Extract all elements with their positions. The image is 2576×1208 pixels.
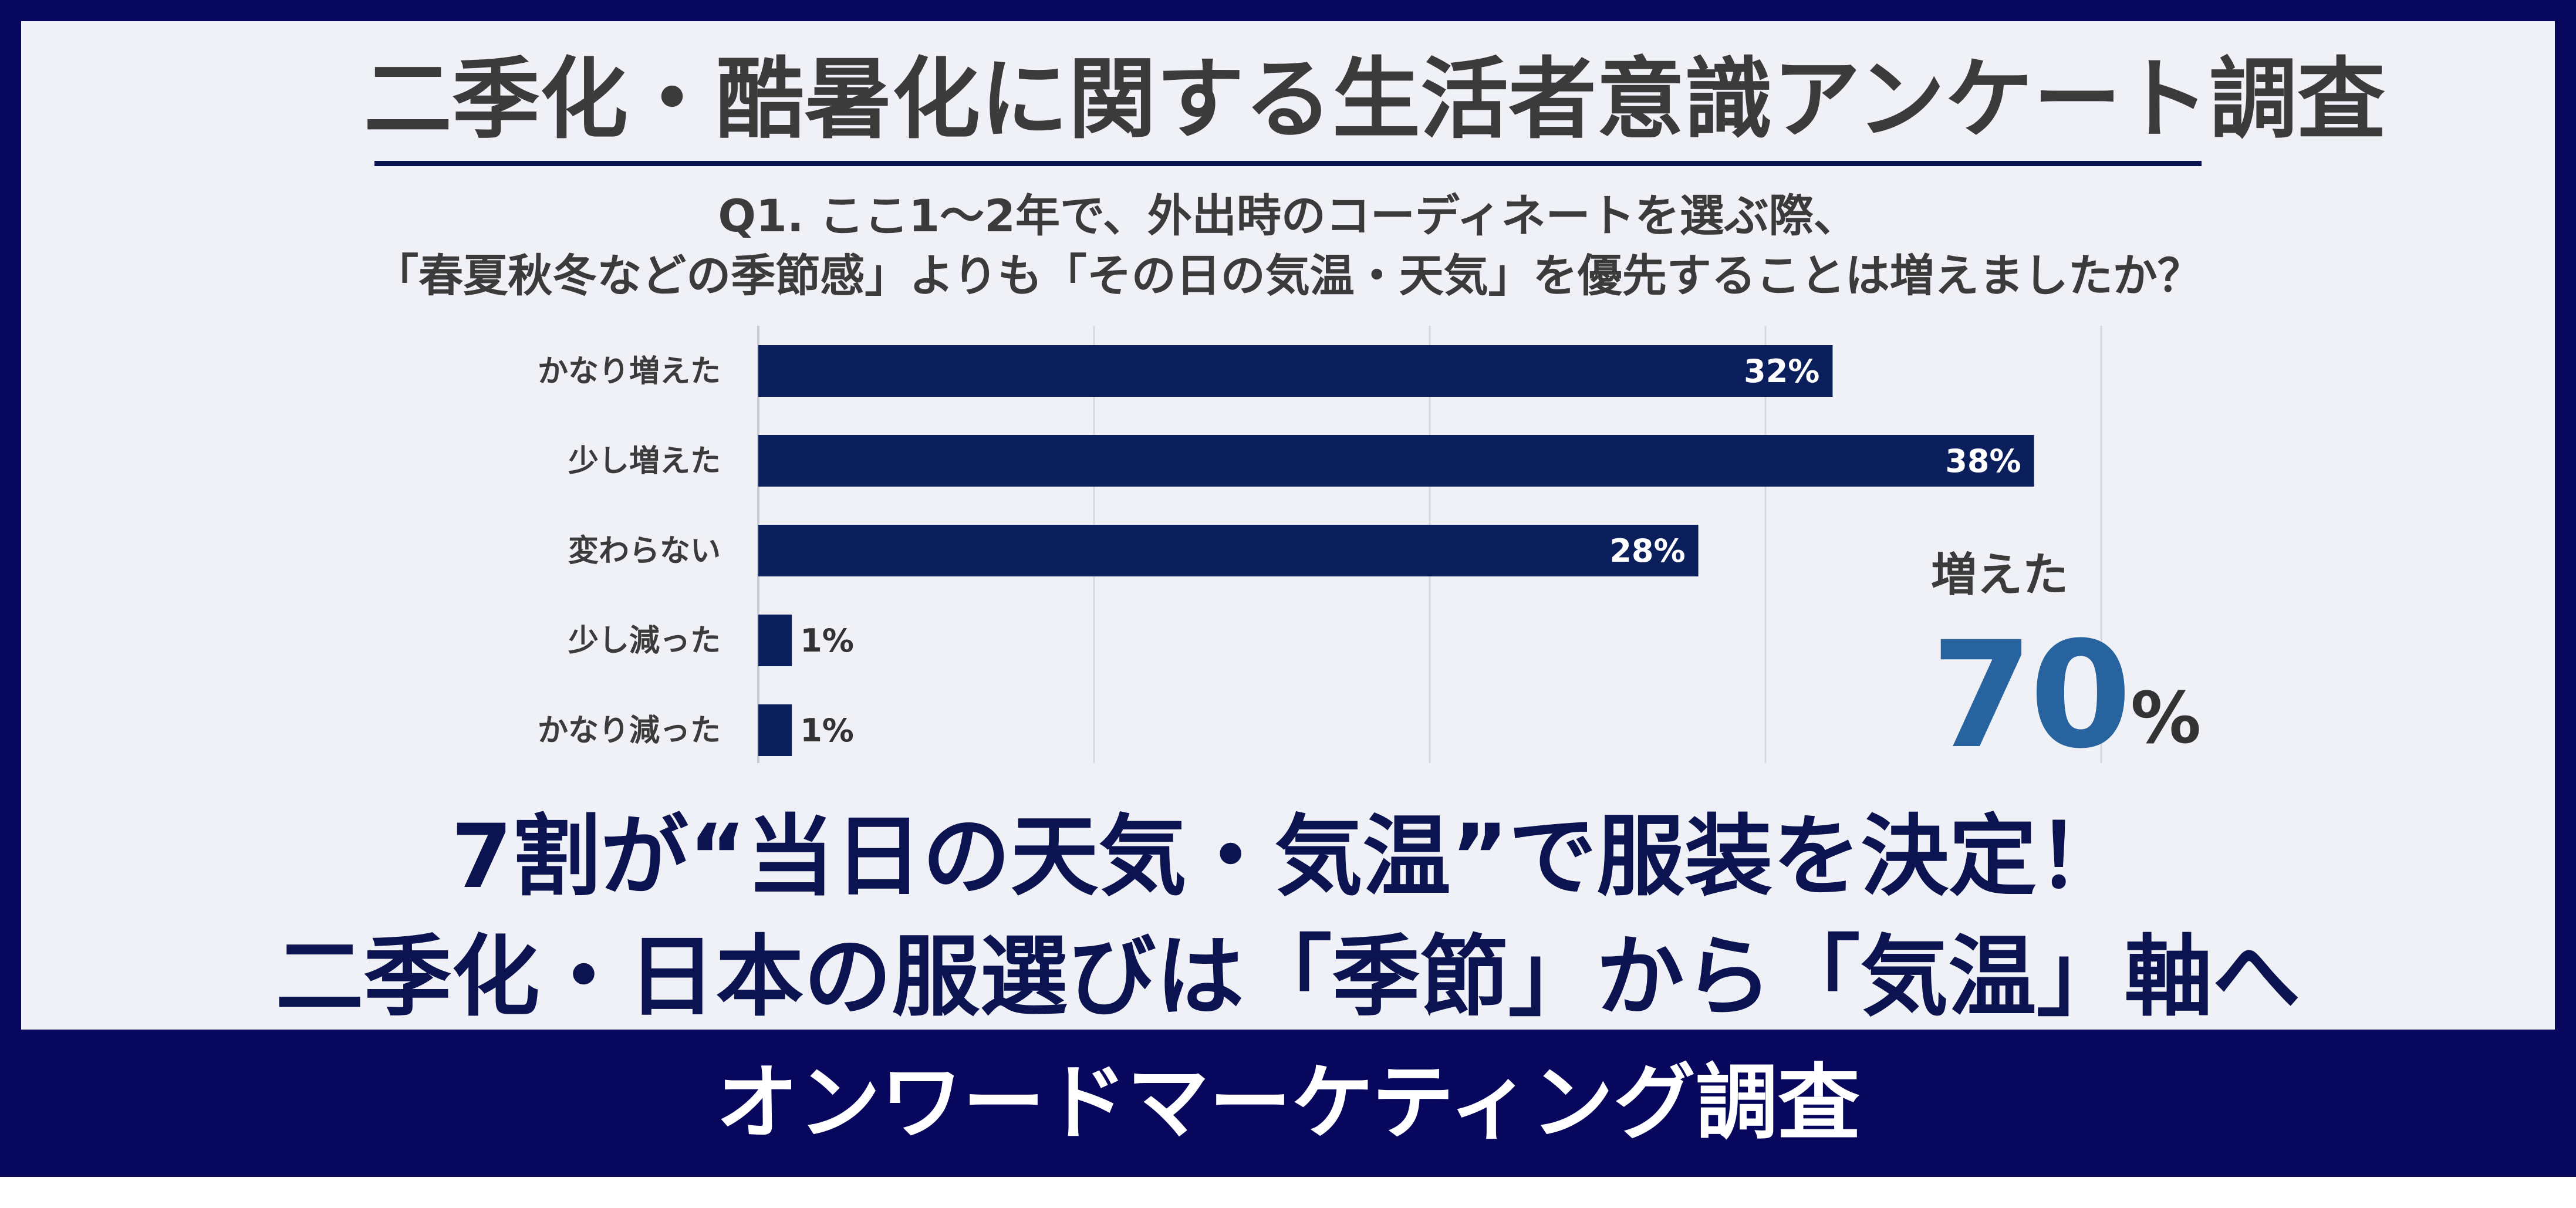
- data-label: 1%: [800, 712, 854, 749]
- headline-line-2: 二季化・日本の服選びは「季節」から「気温」軸へ: [275, 926, 2301, 1028]
- footer-title: オンワードマーケティング調査: [716, 1055, 1860, 1151]
- increase-unit: %: [2131, 678, 2202, 760]
- bar: [758, 615, 792, 666]
- category-label: かなり増えた: [538, 354, 721, 389]
- data-label: 1%: [800, 622, 854, 659]
- data-label: 38%: [1945, 443, 2021, 480]
- bar: [758, 704, 792, 756]
- page-title: 二季化・酷暑化に関する生活者意識アンケート調査: [364, 49, 2386, 151]
- bar: [758, 435, 2034, 487]
- bar: [758, 525, 1699, 576]
- data-label: 32%: [1744, 353, 1819, 390]
- category-label: かなり減った: [538, 713, 721, 748]
- increase-label: 増えた: [1931, 549, 2069, 602]
- data-label: 28%: [1609, 532, 1685, 569]
- bar: [758, 345, 1833, 397]
- increase-value: 70: [1931, 610, 2132, 781]
- category-label: 変わらない: [568, 534, 721, 569]
- headline-line-1: 7割が“当日の天気・気温”で服装を決定！: [451, 806, 2125, 908]
- question-line-1: Q1. ここ1～2年で、外出時のコーディネートを選ぶ際、: [718, 190, 1858, 242]
- title-underline: [374, 161, 2202, 166]
- category-label: 少し減った: [568, 623, 721, 659]
- question-line-2: 「春夏秋冬などの季節感」よりも「その日の気温・天気」を優先することは増えましたか…: [374, 249, 2202, 302]
- category-label: 少し増えた: [568, 444, 721, 479]
